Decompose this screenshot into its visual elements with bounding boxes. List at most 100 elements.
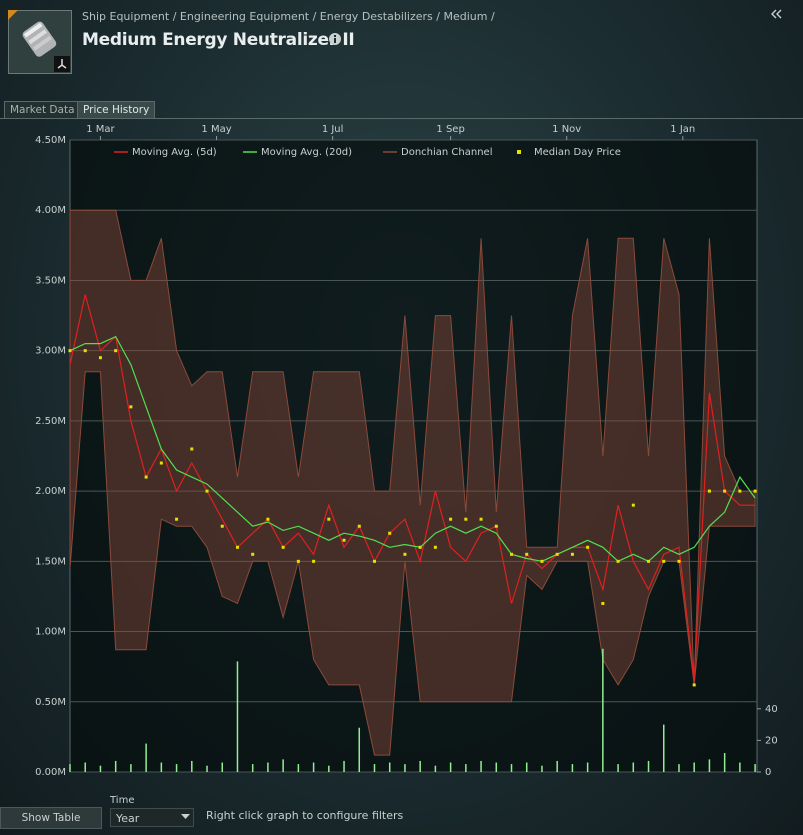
volume-bar <box>145 743 147 772</box>
volume-bar <box>510 764 513 772</box>
y-tick-label: 3.50M <box>35 275 66 286</box>
median-price-point <box>327 517 331 521</box>
x-tick-label: 1 May <box>201 124 231 135</box>
item-title: Medium Energy Neutralizer II <box>82 30 355 50</box>
median-price-point <box>175 517 179 521</box>
volume-bar <box>267 762 269 772</box>
median-price-point <box>723 489 727 493</box>
breadcrumb[interactable]: Ship Equipment / Engineering Equipment /… <box>82 10 495 23</box>
median-price-point <box>114 349 118 353</box>
show-table-button[interactable]: Show Table <box>0 807 102 829</box>
y-tick-label: 2.50M <box>35 416 66 427</box>
median-price-point <box>205 489 209 493</box>
volume-bar <box>343 760 345 772</box>
volume-bar <box>586 762 589 772</box>
volume-bar <box>525 762 528 772</box>
volume-bar <box>236 661 239 772</box>
time-value: Year <box>116 812 140 825</box>
donchian-band <box>69 209 756 756</box>
time-label: Time <box>110 795 135 806</box>
median-price-point <box>342 538 346 542</box>
median-price-point <box>372 559 376 563</box>
volume-bar <box>328 765 330 772</box>
volume-bar <box>160 762 163 772</box>
dropdown-arrow <box>181 814 190 819</box>
time-select[interactable]: Year <box>110 808 194 827</box>
moving-average-line <box>69 335 756 563</box>
volume-bar <box>723 753 726 772</box>
legend-label: Moving Avg. (5d) <box>132 147 217 158</box>
median-price-point <box>418 545 422 549</box>
tab-market-data[interactable]: Market Data <box>4 101 81 119</box>
volume-bar <box>221 762 223 772</box>
volume-bar <box>99 765 102 772</box>
median-price-point <box>281 545 285 549</box>
median-price-point <box>616 559 620 563</box>
median-price-point <box>357 524 361 528</box>
median-price-point <box>266 517 270 521</box>
median-price-point <box>707 489 711 493</box>
median-price-point <box>449 517 453 521</box>
volume-bar <box>449 762 452 772</box>
volume-bar <box>678 764 680 772</box>
x-tick-label: 1 Jul <box>322 124 344 135</box>
tab-divider <box>0 118 803 119</box>
median-price-point <box>677 559 681 563</box>
median-price-point <box>586 545 590 549</box>
x-tick-label: 1 Nov <box>552 124 581 135</box>
median-price-point <box>540 559 544 563</box>
median-price-point <box>662 559 666 563</box>
median-price-point <box>692 683 696 687</box>
volume-bar <box>708 759 711 772</box>
tab-price-history[interactable]: Price History <box>77 101 156 119</box>
y-tick-label: 1.00M <box>35 627 66 638</box>
y-tick-label: 0.00M <box>35 767 66 778</box>
median-price-point <box>83 349 87 353</box>
x-tick-label: 1 Sep <box>436 124 464 135</box>
price-chart[interactable]: 0.00M 0.50M 1.00M 1.50M 2.00M 2.50M 3.00M 3.50M… <box>0 119 803 789</box>
volume-bar <box>419 760 421 772</box>
legend-label: Moving Avg. (20d) <box>261 147 352 158</box>
legend-swatch <box>517 150 521 154</box>
median-price-point <box>647 559 651 563</box>
median-price-point <box>251 552 255 556</box>
volume-bar <box>602 648 604 772</box>
volume-bar <box>541 765 543 772</box>
y-tick-label: 0.50M <box>35 697 66 708</box>
volume-bar <box>388 762 391 772</box>
median-price-point <box>403 552 407 556</box>
median-price-point <box>570 552 574 556</box>
median-price-point <box>296 559 300 563</box>
y2-tick-label: 20 <box>765 735 778 746</box>
y-tick-label: 4.50M <box>35 135 66 146</box>
plot-area <box>69 139 758 773</box>
volume-bar <box>434 765 437 772</box>
volume-bar <box>191 760 193 772</box>
y-tick-label: 2.00M <box>35 486 66 497</box>
volume-bar <box>251 764 254 772</box>
volume-bar <box>206 765 208 772</box>
volume-bar <box>358 727 361 772</box>
volume-bar <box>465 764 467 772</box>
median-price-point <box>235 545 239 549</box>
collapse-button[interactable] <box>770 8 784 20</box>
moving-average-line <box>69 294 756 681</box>
median-price-point <box>68 349 72 353</box>
median-price-point <box>753 489 757 493</box>
median-price-point <box>220 524 224 528</box>
median-price-point <box>464 517 468 521</box>
info-icon[interactable] <box>328 32 342 46</box>
volume-bar <box>480 760 482 772</box>
volume-bar <box>373 764 376 772</box>
volume-bar <box>84 762 86 772</box>
median-price-point <box>129 405 133 409</box>
median-price-point <box>190 447 194 451</box>
median-price-point <box>494 524 498 528</box>
volume-bar <box>693 762 695 772</box>
median-price-point <box>525 552 529 556</box>
median-price-point <box>388 531 392 535</box>
median-price-point <box>312 559 316 563</box>
median-price-point <box>144 475 148 479</box>
volume-bar <box>663 724 665 772</box>
